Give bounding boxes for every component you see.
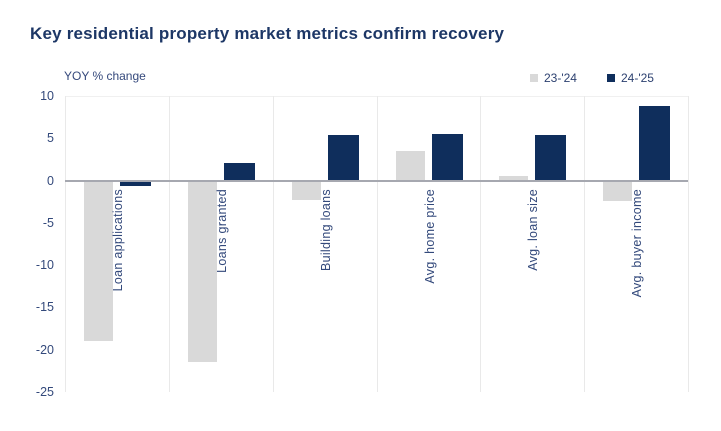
bar-23-24-loans-granted	[187, 180, 217, 363]
chart-title: Key residential property market metrics …	[30, 24, 505, 43]
legend: 23-'24 24-'25	[530, 71, 654, 85]
category-label-avg-buyer-income: Avg. buyer income	[630, 188, 645, 297]
bar-23-24-building-loans	[291, 180, 321, 201]
bar-24-25-avg-buyer-income	[639, 106, 671, 181]
vertical-gridline	[65, 96, 66, 392]
category-label-avg-home-price: Avg. home price	[422, 188, 437, 284]
vertical-gridline	[584, 96, 586, 392]
y-tick-10: 10	[40, 89, 54, 103]
category-label-building-loans: Building loans	[318, 188, 333, 271]
y-axis-label: YOY % change	[64, 69, 146, 83]
bar-24-25-building-loans	[327, 134, 359, 181]
y-tick--15: -15	[35, 300, 54, 315]
legend-item-24-25: 24-'25	[606, 71, 654, 85]
bar-23-24-avg-home-price	[395, 151, 425, 181]
legend-label-23-24: 23-'24	[544, 71, 577, 85]
bar-24-25-avg-loan-size	[535, 134, 567, 181]
bar-23-24-avg-loan-size	[499, 176, 529, 181]
legend-swatch-icon-23-24	[530, 74, 538, 82]
zero-axis-line	[65, 179, 688, 182]
vertical-gridline	[168, 96, 170, 392]
y-tick-0: 0	[47, 173, 54, 188]
bar-24-25-loans-granted	[223, 162, 255, 181]
bar-24-25-loan-applications	[120, 180, 151, 187]
legend-item-23-24: 23-'24	[530, 71, 577, 85]
category-label-loans-granted: Loans granted	[214, 188, 229, 273]
bar-23-24-loan-applications	[84, 180, 113, 342]
vertical-gridline	[272, 96, 274, 392]
plot-area: Loan applications Loans granted Building l…	[65, 96, 689, 392]
category-label-loan-applications: Loan applications	[111, 188, 125, 291]
y-tick-5: 5	[47, 131, 54, 146]
y-tick--10: -10	[35, 258, 54, 273]
vertical-gridline	[480, 96, 482, 392]
bar-24-25-avg-home-price	[431, 134, 463, 181]
vertical-gridline	[688, 96, 689, 392]
y-tick--20: -20	[35, 342, 54, 357]
category-label-avg-loan-size: Avg. loan size	[526, 188, 541, 271]
y-tick--25: -25	[35, 385, 54, 399]
legend-swatch-icon-24-25	[606, 74, 615, 82]
y-tick--5: -5	[42, 215, 54, 230]
bar-23-24-avg-buyer-income	[603, 180, 633, 201]
vertical-gridline	[376, 96, 378, 392]
legend-label-24-25: 24-'25	[620, 71, 654, 85]
